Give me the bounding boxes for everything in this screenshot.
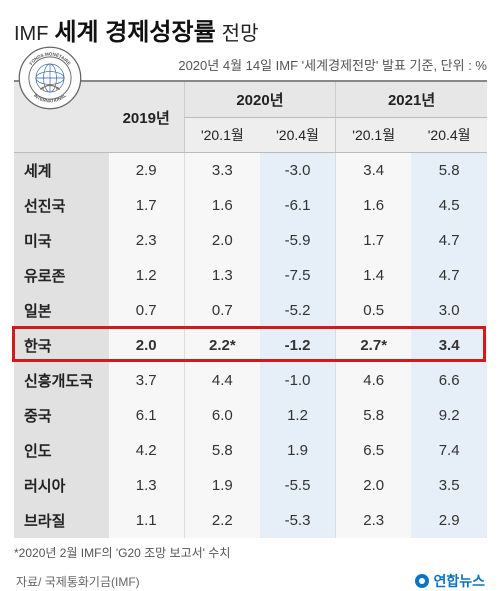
table-row: 미국2.32.0-5.91.74.7 — [14, 223, 487, 258]
cell: 2.0 — [336, 468, 412, 503]
imf-logo: FONDS MONÉTAIRE INTERNATIONAL — [18, 46, 82, 110]
forecast-table: 2019년 2020년 2021년 '20.1월 '20.4월 '20.1월 '… — [14, 80, 487, 538]
table-row: 신흥개도국3.74.4-1.04.66.6 — [14, 363, 487, 398]
cell: 3.4 — [411, 328, 487, 363]
cell: 2.0 — [109, 328, 185, 363]
row-label: 러시아 — [14, 468, 109, 503]
cell: 1.1 — [109, 503, 185, 538]
cell: 1.9 — [260, 433, 336, 468]
cell: 1.2 — [260, 398, 336, 433]
cell: 1.7 — [336, 223, 412, 258]
agency-name: 연합뉴스 — [433, 571, 485, 591]
cell: 0.7 — [184, 293, 260, 328]
row-label: 인도 — [14, 433, 109, 468]
cell: 1.6 — [184, 188, 260, 223]
page-title: IMF 세계 경제성장률 전망 — [14, 12, 487, 47]
subtitle: 2020년 4월 14일 IMF '세계경제전망' 발표 기준, 단위 : % — [14, 55, 487, 74]
title-suffix: 전망 — [222, 17, 259, 46]
cell: -5.2 — [260, 293, 336, 328]
row-label: 유로존 — [14, 258, 109, 293]
table-row: 유로존1.21.3-7.51.44.7 — [14, 258, 487, 293]
table-row: 인도4.25.81.96.57.4 — [14, 433, 487, 468]
row-label: 일본 — [14, 293, 109, 328]
cell: 5.8 — [184, 433, 260, 468]
cell: 6.0 — [184, 398, 260, 433]
th-2021: 2021년 — [336, 81, 487, 118]
row-label: 세계 — [14, 153, 109, 189]
row-label: 한국 — [14, 328, 109, 363]
cell: 4.5 — [411, 188, 487, 223]
cell: -6.1 — [260, 188, 336, 223]
row-label: 신흥개도국 — [14, 363, 109, 398]
row-label: 선진국 — [14, 188, 109, 223]
cell: 1.3 — [109, 468, 185, 503]
cell: 4.7 — [411, 258, 487, 293]
cell: -5.5 — [260, 468, 336, 503]
cell: 1.3 — [184, 258, 260, 293]
title-main: 세계 경제성장률 — [54, 12, 215, 47]
cell: 2.2* — [184, 328, 260, 363]
cell: 1.9 — [184, 468, 260, 503]
row-label: 브라질 — [14, 503, 109, 538]
cell: 4.6 — [336, 363, 412, 398]
table-row: 일본0.70.7-5.20.53.0 — [14, 293, 487, 328]
cell: -5.3 — [260, 503, 336, 538]
th-2021-jan: '20.1월 — [336, 118, 412, 153]
cell: 6.5 — [336, 433, 412, 468]
cell: 3.7 — [109, 363, 185, 398]
cell: 3.3 — [184, 153, 260, 189]
cell: 2.3 — [336, 503, 412, 538]
cell: 3.4 — [336, 153, 412, 189]
title-prefix: IMF — [14, 23, 48, 46]
source: 자료/ 국제통화기금(IMF) — [16, 573, 140, 590]
cell: 3.5 — [411, 468, 487, 503]
th-2020: 2020년 — [184, 81, 335, 118]
cell: 2.7* — [336, 328, 412, 363]
agency-logo: 연합뉴스 — [415, 571, 485, 591]
cell: 3.0 — [411, 293, 487, 328]
table-row: 세계2.93.3-3.03.45.8 — [14, 153, 487, 189]
table-row: 중국6.16.01.25.89.2 — [14, 398, 487, 433]
cell: 6.1 — [109, 398, 185, 433]
cell: 4.7 — [411, 223, 487, 258]
agency-dot-icon — [415, 574, 429, 588]
cell: 1.6 — [336, 188, 412, 223]
cell: 9.2 — [411, 398, 487, 433]
table-row: 선진국1.71.6-6.11.64.5 — [14, 188, 487, 223]
cell: 6.6 — [411, 363, 487, 398]
cell: 1.2 — [109, 258, 185, 293]
footnote: *2020년 2월 IMF의 'G20 조망 보고서' 수치 — [14, 544, 487, 561]
forecast-table-wrap: 2019년 2020년 2021년 '20.1월 '20.4월 '20.1월 '… — [14, 80, 487, 538]
cell: 7.4 — [411, 433, 487, 468]
cell: 1.7 — [109, 188, 185, 223]
cell: 4.2 — [109, 433, 185, 468]
cell: 1.4 — [336, 258, 412, 293]
row-label: 중국 — [14, 398, 109, 433]
cell: 5.8 — [336, 398, 412, 433]
cell: 0.5 — [336, 293, 412, 328]
cell: -5.9 — [260, 223, 336, 258]
cell: 2.9 — [109, 153, 185, 189]
cell: 2.3 — [109, 223, 185, 258]
table-row: 브라질1.12.2-5.32.32.9 — [14, 503, 487, 538]
th-2021-apr: '20.4월 — [411, 118, 487, 153]
cell: 0.7 — [109, 293, 185, 328]
table-row: 한국2.02.2*-1.22.7*3.4 — [14, 328, 487, 363]
cell: 2.2 — [184, 503, 260, 538]
table-row: 러시아1.31.9-5.52.03.5 — [14, 468, 487, 503]
cell: 4.4 — [184, 363, 260, 398]
row-label: 미국 — [14, 223, 109, 258]
cell: 2.0 — [184, 223, 260, 258]
cell: -7.5 — [260, 258, 336, 293]
cell: -1.2 — [260, 328, 336, 363]
th-2020-apr: '20.4월 — [260, 118, 336, 153]
cell: -3.0 — [260, 153, 336, 189]
cell: -1.0 — [260, 363, 336, 398]
th-2020-jan: '20.1월 — [184, 118, 260, 153]
th-2019: 2019년 — [109, 81, 185, 153]
cell: 2.9 — [411, 503, 487, 538]
cell: 5.8 — [411, 153, 487, 189]
